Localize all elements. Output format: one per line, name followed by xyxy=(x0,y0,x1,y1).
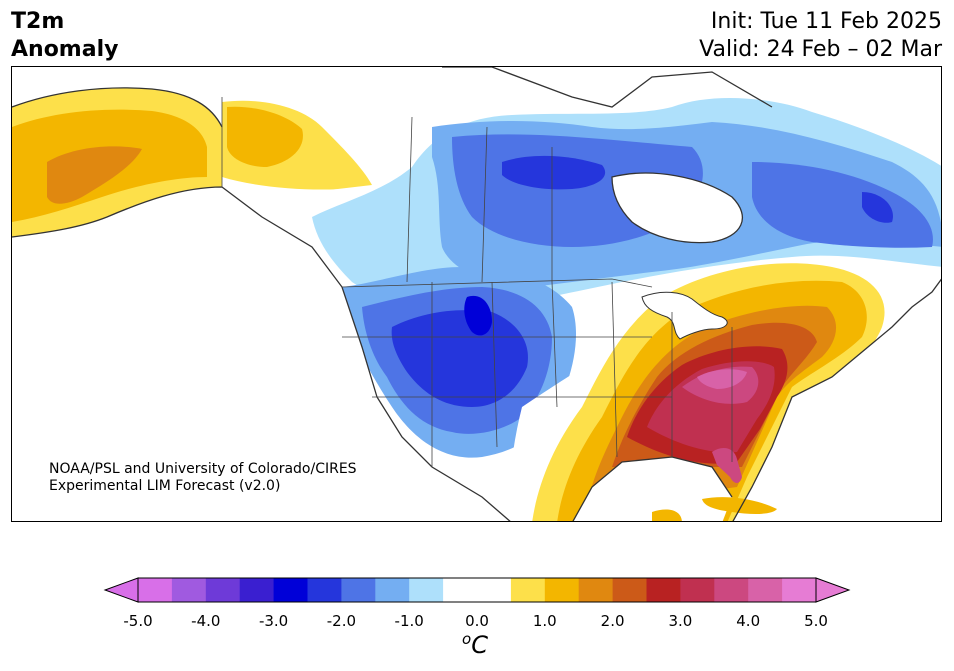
colorbar-swatch xyxy=(612,578,647,602)
colorbar-swatch xyxy=(205,578,241,602)
colorbar-tick-label: 4.0 xyxy=(736,612,761,630)
unit-base: C xyxy=(471,631,488,659)
colorbar-swatch xyxy=(646,578,681,602)
yukon-warm-core xyxy=(227,106,303,167)
colorbar-swatch xyxy=(273,578,308,602)
colorbar-swatch xyxy=(375,578,410,602)
credit-text: NOAA/PSL and University of Colorado/CIRE… xyxy=(49,461,357,494)
colorbar-swatch xyxy=(307,578,342,602)
colorbar-tick-label: -2.0 xyxy=(326,612,357,630)
hudson-bay xyxy=(612,173,743,243)
unit-superscript: o xyxy=(462,630,472,648)
colorbar-swatch xyxy=(477,578,512,602)
colorbar-tick-label: -3.0 xyxy=(258,612,289,630)
colorbar-swatch xyxy=(239,578,275,602)
mexico-warm xyxy=(652,509,682,521)
anomaly-map xyxy=(11,66,942,522)
colorbar-unit: oC xyxy=(462,630,488,659)
colorbar-swatch xyxy=(714,578,749,602)
colorbar-tick-label: -5.0 xyxy=(123,612,153,630)
colorbar xyxy=(100,574,854,618)
hudson-cold-4 xyxy=(502,155,606,190)
colorbar-swatch xyxy=(782,578,817,602)
us-west-cold-5 xyxy=(464,295,492,336)
colorbar-tick-label: -1.0 xyxy=(394,612,424,630)
colorbar-tick-label: -4.0 xyxy=(191,612,221,630)
colorbar-swatch xyxy=(341,578,376,602)
coastlines xyxy=(12,67,941,521)
colorbar-tick-label: 3.0 xyxy=(668,612,693,630)
colorbar-over-arrow xyxy=(815,577,851,603)
quebec-cold-3 xyxy=(752,162,933,248)
east-warm-8 xyxy=(697,369,747,389)
gulf-of-mexico xyxy=(573,457,732,521)
florida-warm xyxy=(712,447,742,483)
colorbar-frame xyxy=(137,577,817,603)
alaska-warm-max xyxy=(47,146,142,204)
forecast-dates: Init: Tue 11 Feb 2025 Valid: 24 Feb – 02… xyxy=(699,9,942,62)
political-borders xyxy=(221,97,733,467)
colorbar-tick-label: 0.0 xyxy=(465,612,489,630)
anomaly-map-svg xyxy=(12,67,941,521)
colorbar-swatch xyxy=(544,578,580,602)
colorbar-swatch xyxy=(171,578,207,602)
colorbar-swatch xyxy=(443,578,478,602)
great-lakes xyxy=(641,291,728,340)
map-title: T2m Anomaly xyxy=(11,9,119,62)
cuba-warm xyxy=(702,497,777,514)
colorbar-swatch xyxy=(748,578,783,602)
southwest-neutral xyxy=(510,357,610,521)
quebec-cold-4 xyxy=(862,192,893,223)
atlantic-ocean xyxy=(733,279,941,521)
colorbar-swatch xyxy=(510,578,546,602)
colorbar-tick-label: 5.0 xyxy=(804,612,828,630)
colorbar-swatch xyxy=(409,578,444,602)
colorbar-swatch xyxy=(680,578,715,602)
colorbar-tick-label: 1.0 xyxy=(532,612,557,630)
colorbar-tick-label: 2.0 xyxy=(600,612,625,630)
colorbar-swatch xyxy=(578,578,614,602)
colorbar-under-arrow xyxy=(103,577,139,603)
pacific-ocean xyxy=(12,187,510,521)
colorbar-svg xyxy=(103,577,851,603)
colorbar-swatch xyxy=(138,578,173,602)
